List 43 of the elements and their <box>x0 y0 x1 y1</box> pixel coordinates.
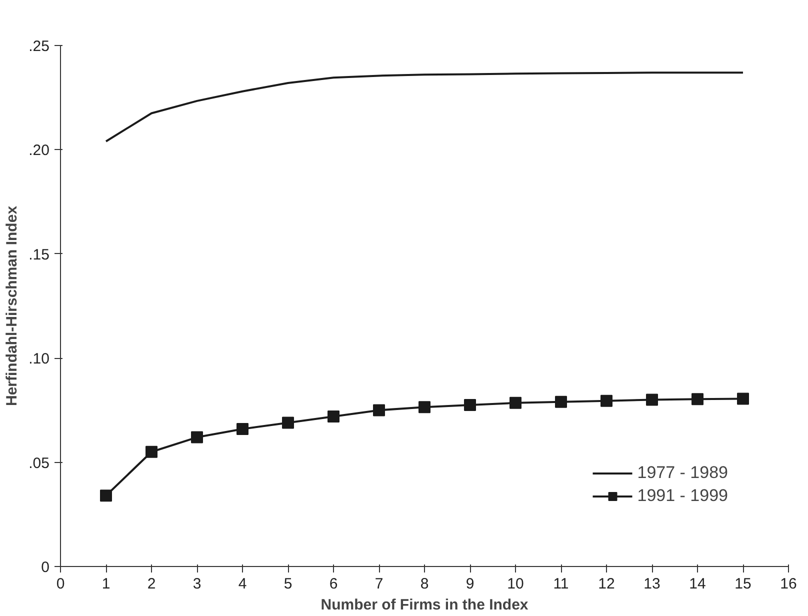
x-axis-title: Number of Firms in the Index <box>320 596 529 614</box>
x-tick-label: 0 <box>56 576 65 592</box>
x-tick-label: 4 <box>238 576 247 592</box>
x-tick-label: 14 <box>689 576 706 592</box>
point <box>510 396 522 409</box>
y-axis-title: Herfindahl-Hirschman Index <box>4 205 21 406</box>
x-tick-label: 16 <box>780 576 797 592</box>
y-tick-label: .05 <box>28 454 50 472</box>
point <box>692 393 704 406</box>
x-tick-label: 12 <box>598 576 615 592</box>
x-tick-label: 3 <box>192 576 202 592</box>
x-tick-label: 11 <box>553 576 569 592</box>
point <box>328 410 340 422</box>
y-tick-label: 0 <box>41 559 50 576</box>
y-tick-label: .10 <box>28 350 50 368</box>
x-tick-label: 7 <box>374 576 384 592</box>
point <box>464 398 476 411</box>
x-tick-label: 1 <box>102 576 110 592</box>
legend-label: 1991 - 1999 <box>637 486 728 506</box>
legend-label: 1977 - 1989 <box>637 463 728 483</box>
x-tick-label: 5 <box>284 576 292 592</box>
point <box>100 490 112 502</box>
point <box>418 401 430 414</box>
point <box>191 431 203 444</box>
point <box>236 422 248 435</box>
x-tick-label: 6 <box>329 576 338 592</box>
point <box>373 404 385 416</box>
point <box>600 394 612 407</box>
x-tick-label: 2 <box>147 576 156 592</box>
line-series <box>105 72 744 142</box>
y-tick-label: .25 <box>28 38 50 55</box>
point <box>555 396 567 408</box>
x-tick-label: 8 <box>420 576 429 592</box>
y-tick-label: .15 <box>28 246 50 264</box>
point <box>737 392 749 405</box>
x-tick-label: 10 <box>507 576 524 592</box>
point <box>646 394 658 406</box>
x-tick-label: 15 <box>734 576 752 592</box>
point <box>146 446 158 458</box>
y-tick-label: .20 <box>28 142 50 160</box>
x-tick-label: 13 <box>644 576 660 592</box>
x-tick-label: 9 <box>466 576 474 592</box>
point <box>282 416 294 429</box>
